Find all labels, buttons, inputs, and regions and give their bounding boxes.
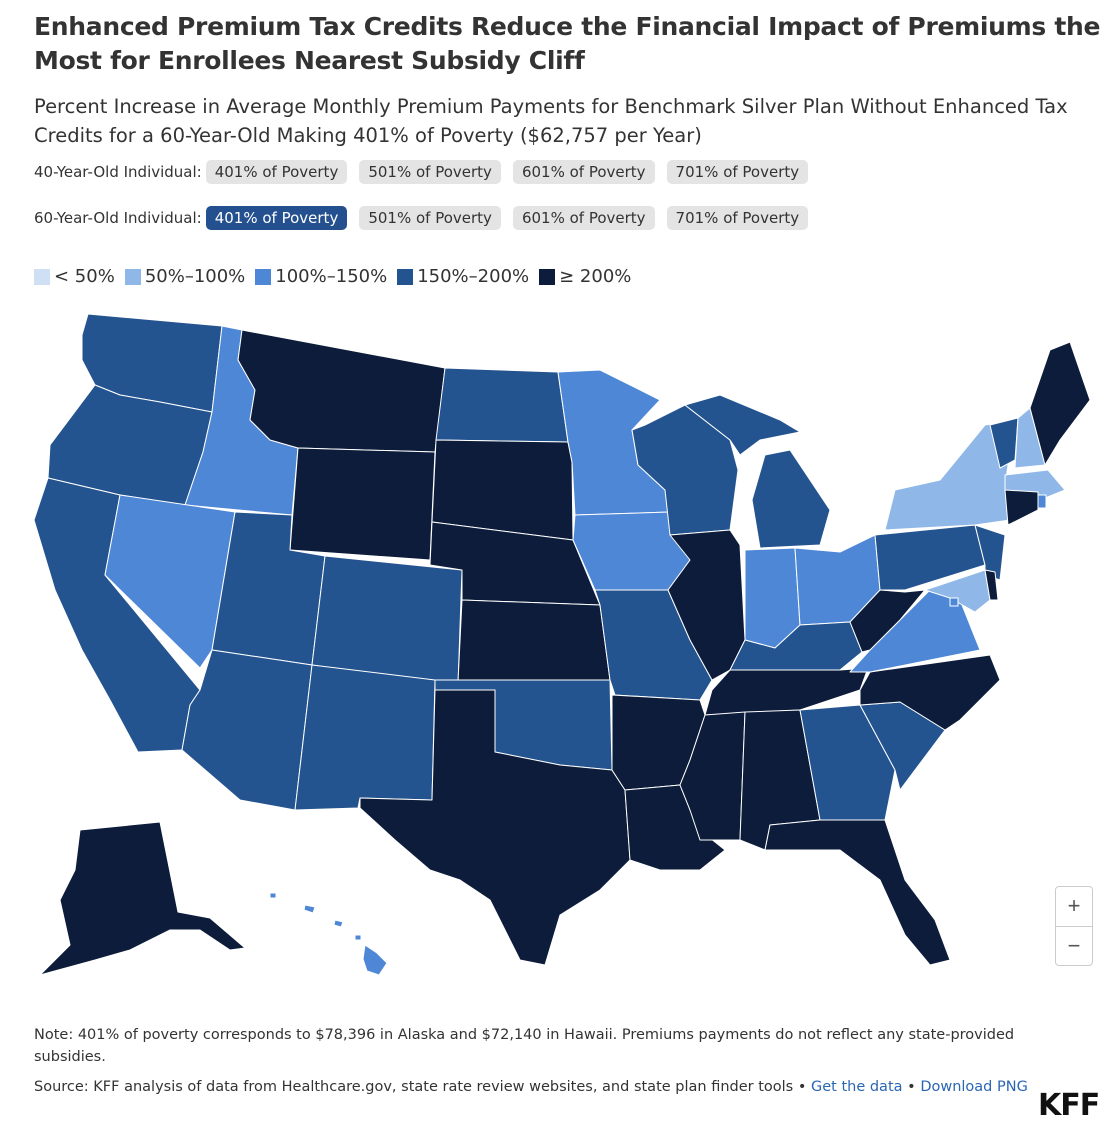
legend-swatch [539, 268, 556, 285]
state-HI[interactable] [269, 892, 388, 976]
legend-swatch [255, 268, 272, 285]
state-MT[interactable] [237, 329, 446, 453]
map-legend: < 50% 50%–100% 100%–150% 150%–200% ≥ 200… [34, 266, 641, 287]
state-KS[interactable] [457, 599, 611, 683]
state-CT[interactable] [1004, 489, 1039, 526]
age-40-label: 40-Year-Old Individual: [34, 163, 202, 181]
state-NV[interactable] [104, 494, 236, 669]
zoom-in-button[interactable]: + [1056, 887, 1092, 927]
age-40-501-button[interactable]: 501% of Poverty [359, 160, 501, 184]
legend-item-lt50: < 50% [34, 266, 115, 287]
legend-item-150-200: 150%–200% [397, 266, 529, 287]
legend-label: 50%–100% [144, 266, 246, 287]
zoom-out-button[interactable]: − [1067, 933, 1081, 958]
age-60-701-button[interactable]: 701% of Poverty [666, 206, 809, 230]
state-SD[interactable] [431, 439, 574, 541]
chart-note: Note: 401% of poverty corresponds to $78… [34, 1027, 1015, 1065]
age-60-button-row: 60-Year-Old Individual: 401% of Poverty … [34, 206, 820, 230]
legend-item-50-100: 50%–100% [124, 266, 246, 287]
get-the-data-link[interactable]: Get the data [811, 1079, 903, 1095]
chart-title: Enhanced Premium Tax Credits Reduce the … [34, 12, 1101, 75]
state-ME[interactable] [1029, 341, 1091, 466]
state-DC[interactable] [949, 597, 959, 607]
state-DE[interactable] [984, 569, 999, 601]
us-states-map [33, 313, 1091, 976]
state-TX[interactable] [359, 689, 631, 966]
state-CO[interactable] [311, 555, 463, 686]
age-40-701-button[interactable]: 701% of Poverty [666, 160, 809, 184]
state-MD[interactable] [924, 569, 991, 613]
age-60-401-button[interactable]: 401% of Poverty [205, 206, 348, 230]
state-KY[interactable] [729, 621, 863, 671]
age-60-label: 60-Year-Old Individual: [34, 209, 202, 227]
legend-swatch [34, 268, 50, 285]
age-40-601-button[interactable]: 601% of Poverty [512, 160, 655, 184]
legend-swatch [124, 268, 141, 285]
chart-source: Source: KFF analysis of data from Health… [34, 1076, 1034, 1098]
legend-label: < 50% [54, 266, 115, 287]
legend-label: 100%–150% [275, 266, 388, 287]
state-IL[interactable] [667, 529, 746, 681]
state-MI[interactable] [684, 394, 831, 549]
legend-item-ge200: ≥ 200% [539, 266, 631, 287]
zoom-control: + − [1055, 886, 1093, 966]
age-60-601-button[interactable]: 601% of Poverty [512, 206, 655, 230]
download-png-link[interactable]: Download PNG [920, 1079, 1028, 1095]
state-AK[interactable] [39, 821, 246, 976]
source-separator: • [902, 1079, 921, 1095]
state-AZ[interactable] [181, 649, 313, 811]
state-NC[interactable] [859, 654, 1001, 731]
chart-subtitle: Percent Increase in Average Monthly Prem… [34, 95, 1068, 147]
age-40-401-button[interactable]: 401% of Poverty [205, 160, 348, 184]
legend-item-100-150: 100%–150% [255, 266, 387, 287]
state-NM[interactable] [294, 664, 436, 811]
age-60-501-button[interactable]: 501% of Poverty [359, 206, 501, 230]
state-WY[interactable] [289, 447, 436, 561]
legend-label: ≥ 200% [559, 266, 632, 287]
state-FL[interactable] [764, 819, 951, 966]
state-ND[interactable] [435, 367, 569, 443]
state-PA[interactable] [874, 524, 986, 591]
state-RI[interactable] [1037, 494, 1047, 509]
legend-swatch [397, 268, 414, 285]
state-GA[interactable] [799, 704, 896, 821]
legend-label: 150%–200% [417, 266, 530, 287]
age-40-button-row: 40-Year-Old Individual: 401% of Poverty … [34, 160, 820, 184]
source-text: Source: KFF analysis of data from Health… [34, 1079, 811, 1095]
kff-logo: KFF [1038, 1088, 1100, 1123]
